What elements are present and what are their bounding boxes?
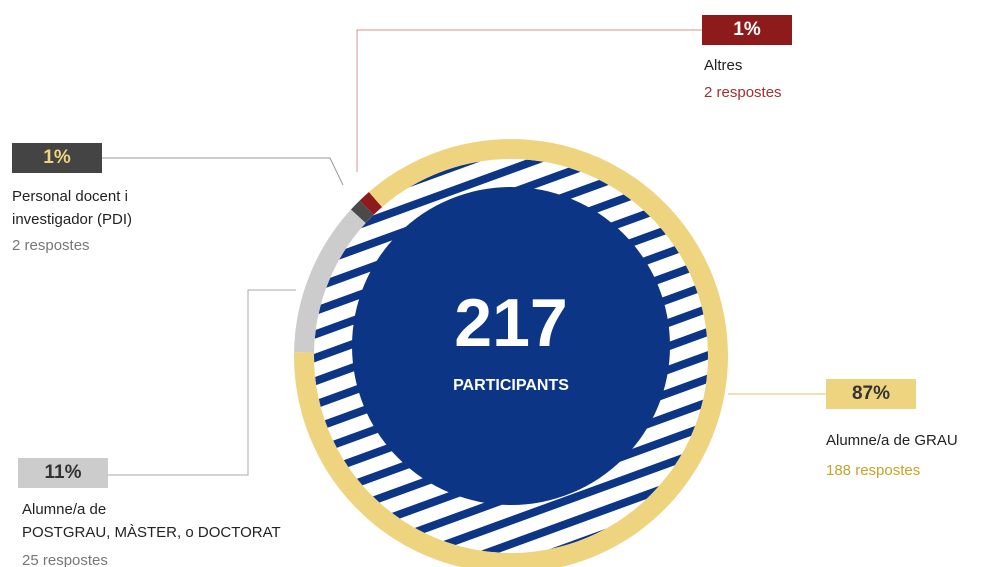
ring [294, 139, 728, 567]
percent-box: 87% [826, 379, 916, 409]
percent-box: 1% [12, 143, 102, 173]
count-label: 188 respostes [826, 462, 921, 479]
center-label: PARTICIPANTS [453, 377, 569, 394]
category-label: Alumne/a de GRAU [826, 432, 958, 449]
percent-box: 1% [702, 15, 792, 45]
donut-segment [294, 209, 366, 353]
center-disc [352, 187, 670, 505]
count-label: 2 respostes [12, 237, 90, 254]
category-label: Personal docent i investigador (PDI) [12, 188, 133, 228]
center-value: 217 [454, 285, 567, 361]
leader-line [356, 29, 702, 172]
count-label: 2 respostes [704, 84, 782, 101]
category-label: Altres [704, 57, 743, 74]
percent-box: 11% [18, 458, 108, 488]
leader-line [102, 157, 344, 186]
leader-lines [102, 29, 826, 476]
category-label: Alumne/a de POSTGRAU, MÀSTER, o DOCTORAT [22, 501, 281, 541]
donut-segment [350, 200, 374, 223]
donut-segment [359, 191, 383, 215]
count-label: 25 respostes [22, 552, 108, 567]
leader-line [108, 289, 296, 476]
